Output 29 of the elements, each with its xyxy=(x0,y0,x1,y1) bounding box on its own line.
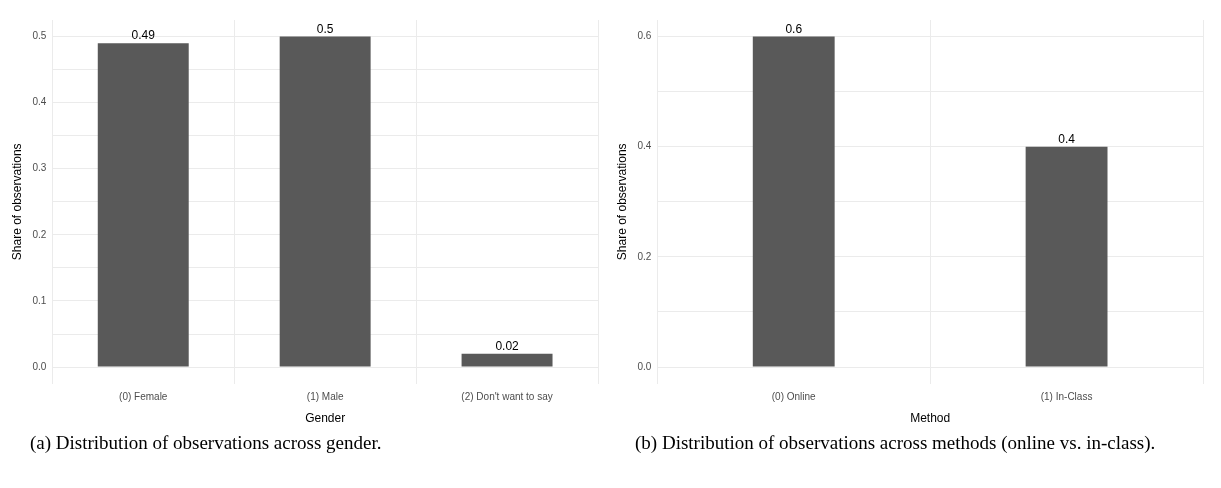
data-label: 0.4 xyxy=(1058,132,1076,147)
data-label: 0.6 xyxy=(785,21,803,36)
x-axis-title: Gender xyxy=(305,411,346,426)
y-tick-label: 0.2 xyxy=(637,250,652,262)
y-tick-label: 0.4 xyxy=(32,96,47,108)
x-tick-label: (0) Female xyxy=(119,391,168,403)
x-tick-label: (0) Online xyxy=(771,391,817,403)
y-tick-label: 0.2 xyxy=(32,228,47,240)
x-tick-label: (1) Male xyxy=(306,391,344,403)
y-tick-label: 0.6 xyxy=(637,30,652,42)
y-tick-label: 0.1 xyxy=(32,294,47,306)
y-axis-title: Share of observations xyxy=(614,143,629,261)
y-axis-title: Share of observations xyxy=(9,143,24,261)
y-tick-label: 0.4 xyxy=(637,140,652,152)
x-tick-label: (1) In-Class xyxy=(1040,391,1093,403)
data-label: 0.49 xyxy=(131,28,156,43)
text: (b) Distribution of observations across methods (online vs. in-class). xyxy=(634,431,1157,454)
bar xyxy=(461,353,553,367)
x-tick-label: (2) Don't want to say xyxy=(461,391,553,403)
data-label: 0.02 xyxy=(495,339,520,354)
y-tick-label: 0.5 xyxy=(32,30,47,42)
data-label: 0.5 xyxy=(316,21,334,36)
text: (a) Distribution of observations across gender. xyxy=(29,431,383,454)
bar xyxy=(97,43,189,367)
bar xyxy=(279,36,371,367)
y-tick-label: 0.0 xyxy=(32,360,47,372)
x-axis-title: Method xyxy=(910,411,951,426)
y-tick-label: 0.0 xyxy=(637,360,652,372)
y-tick-label: 0.3 xyxy=(32,162,47,174)
